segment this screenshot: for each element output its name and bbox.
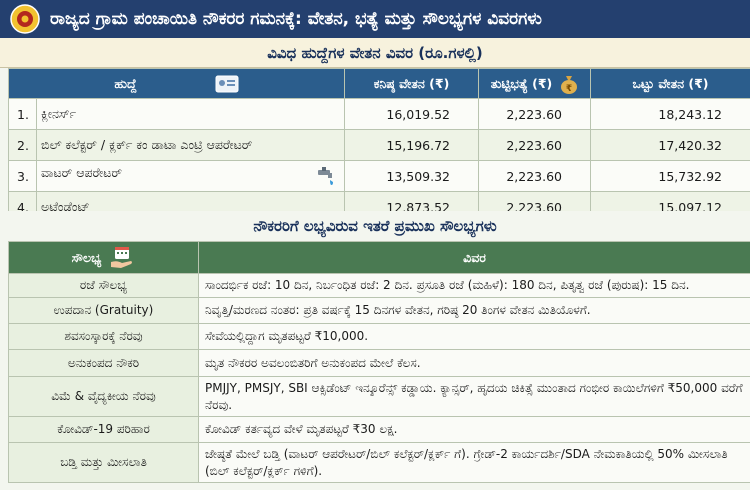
post-name: ವಾಟರ್ ಆಪರೇಟರ್	[41, 165, 123, 180]
benefit-name: ಉಪದಾನ (Gratuity)	[8, 297, 199, 324]
benefit-detail: PMJJY, PMSJY, SBI ಆಕ್ಸಿಡೆಂಟ್ ಇನ್ಶೂರೆನ್ಸ್…	[198, 376, 750, 417]
table-row: ವಿಮೆ & ವೈದ್ಯಕೀಯ ನೆರವು PMJJY, PMSJY, SBI …	[8, 376, 750, 417]
page-title: ರಾಜ್ಯದ ಗ್ರಾಮ ಪಂಚಾಯಿತಿ ನೌಕರರ ಗಮನಕ್ಕೆ: ವೇತ…	[50, 9, 542, 29]
min-salary-value: 15,196.72	[344, 129, 480, 161]
row-number: 3.	[8, 160, 37, 192]
benefit-name: ಬಡ್ತಿ ಮತ್ತು ಮೀಸಲಾತಿ	[8, 442, 199, 483]
svg-text:₹: ₹	[566, 84, 572, 94]
table-row: ಉಪದಾನ (Gratuity) ನಿವೃತ್ತಿ/ಮರಣದ ನಂತರ: ಪ್ರ…	[8, 297, 750, 324]
post-name: ಕ್ಲೀನರ್ಸ್	[35, 98, 346, 130]
benefit-name: ವಿಮೆ & ವೈದ್ಯಕೀಯ ನೆರವು	[8, 376, 199, 417]
id-card-icon	[215, 74, 239, 94]
table-row: ಬಡ್ತಿ ಮತ್ತು ಮೀಸಲಾತಿ ಜೇಷ್ಠತೆ ಮೇಲೆ ಬಡ್ತಿ (…	[8, 442, 750, 483]
row-number: 2.	[8, 129, 37, 161]
post-name-cell: ವಾಟರ್ ಆಪರೇಟರ್	[35, 160, 346, 192]
post-column-label: ಹುದ್ದೆ	[114, 75, 137, 91]
benefit-name: ಕೋವಿಡ್-19 ಪರಿಹಾರ	[8, 416, 199, 443]
page-header: ರಾಜ್ಯದ ಗ್ರಾಮ ಪಂಚಾಯಿತಿ ನೌಕರರ ಗಮನಕ್ಕೆ: ವೇತ…	[0, 0, 750, 38]
da-column-label: ತುಟ್ಟಿಭತ್ಯೆ (₹)	[490, 75, 553, 91]
da-value: 2,223.60	[478, 98, 592, 130]
min-salary-value: 13,509.32	[344, 160, 480, 192]
total-salary-value: 15,732.92	[590, 160, 750, 192]
table-row: ಅನುಕಂಪದ ನೌಕರಿ ಮೃತ ನೌಕರರ ಅವಲಂಬಿತರಿಗೆ ಅನುಕ…	[8, 349, 750, 377]
benefit-detail: ಮೃತ ನೌಕರರ ಅವಲಂಬಿತರಿಗೆ ಅನುಕಂಪದ ಮೇಲೆ ಕೆಲಸ.	[198, 349, 750, 377]
total-salary-column-header: ಒಟ್ಟು ವೇತನ (₹)	[590, 68, 750, 99]
water-tap-icon	[316, 165, 338, 187]
benefit-name: ಅನುಕಂಪದ ನೌಕರಿ	[8, 349, 199, 377]
detail-column-header: ವಿವರ	[198, 241, 750, 274]
benefit-column-label: ಸೌಲಭ್ಯ	[71, 249, 102, 265]
benefit-detail: ಸಾಂದರ್ಭಿಕ ರಜೆ: 10 ದಿನ, ನಿರ್ಬಂಧಿತ ರಜೆ: 2 …	[198, 273, 750, 298]
salary-header-row: ಹುದ್ದೆ ಕನಿಷ್ಠ ವೇತನ (₹) ತುಟ್ಟಿಭತ್ಯೆ (₹) ₹…	[7, 68, 750, 99]
benefit-detail: ಸೇವೆಯಲ್ಲಿದ್ದಾಗ ಮೃತಪಟ್ಟರೆ ₹10,000.	[198, 323, 750, 350]
salary-table: ಹುದ್ದೆ ಕನಿಷ್ಠ ವೇತನ (₹) ತುಟ್ಟಿಭತ್ಯೆ (₹) ₹…	[7, 68, 750, 223]
table-row: 3. ವಾಟರ್ ಆಪರೇಟರ್ 13,509.32 2,223.60 15,7…	[8, 160, 750, 192]
benefits-table: ಸೌಲಭ್ಯ ವಿವರ ರಜೆ ಸೌಲಭ್ಯ ಸಾಂದರ್ಭಿಕ ರಜೆ: 10…	[8, 241, 750, 483]
da-value: 2,223.60	[478, 160, 592, 192]
benefit-detail: ಕೋವಿಡ್ ಕರ್ತವ್ಯದ ವೇಳೆ ಮೃತಪಟ್ಟರೆ ₹30 ಲಕ್ಷ.	[198, 416, 750, 443]
da-value: 2,223.60	[478, 129, 592, 161]
benefit-name: ಶವಸಂಸ್ಕಾರಕ್ಕೆ ನೆರವು	[8, 323, 199, 350]
post-column-header: ಹುದ್ದೆ	[7, 68, 346, 99]
state-emblem-icon	[6, 0, 44, 38]
da-column-header: ತುಟ್ಟಿಭತ್ಯೆ (₹) ₹	[478, 68, 592, 99]
calendar-hand-icon	[109, 246, 135, 270]
min-salary-column-header: ಕನಿಷ್ಠ ವೇತನ (₹)	[344, 68, 480, 99]
table-row: 1. ಕ್ಲೀನರ್ಸ್ 16,019.52 2,223.60 18,243.1…	[8, 98, 750, 130]
benefit-column-header: ಸೌಲಭ್ಯ	[8, 241, 199, 274]
total-salary-value: 17,420.32	[590, 129, 750, 161]
table-row: ಶವಸಂಸ್ಕಾರಕ್ಕೆ ನೆರವು ಸೇವೆಯಲ್ಲಿದ್ದಾಗ ಮೃತಪಟ…	[8, 323, 750, 350]
benefits-section-title: ನೌಕರರಿಗೆ ಲಭ್ಯವಿರುವ ಇತರೆ ಪ್ರಮುಖ ಸೌಲಭ್ಯಗಳು	[0, 211, 750, 241]
min-salary-value: 16,019.52	[344, 98, 480, 130]
money-bag-icon: ₹	[560, 74, 578, 94]
table-row: ಕೋವಿಡ್-19 ಪರಿಹಾರ ಕೋವಿಡ್ ಕರ್ತವ್ಯದ ವೇಳೆ ಮೃ…	[8, 416, 750, 443]
post-name: ಬಿಲ್ ಕಲೆಕ್ಟರ್ / ಕ್ಲರ್ಕ್ ಕಂ ಡಾಟಾ ಎಂಟ್ರಿ ಆ…	[35, 129, 346, 161]
benefit-detail: ನಿವೃತ್ತಿ/ಮರಣದ ನಂತರ: ಪ್ರತಿ ವರ್ಷಕ್ಕೆ 15 ದಿ…	[198, 297, 750, 324]
row-number: 1.	[8, 98, 37, 130]
benefit-name: ರಜೆ ಸೌಲಭ್ಯ	[8, 273, 199, 298]
benefits-header-row: ಸೌಲಭ್ಯ ವಿವರ	[8, 241, 750, 274]
salary-section-title: ವಿವಿಧ ಹುದ್ದೆಗಳ ವೇತನ ವಿವರ (ರೂ.ಗಳಲ್ಲಿ)	[0, 38, 750, 68]
table-row: ರಜೆ ಸೌಲಭ್ಯ ಸಾಂದರ್ಭಿಕ ರಜೆ: 10 ದಿನ, ನಿರ್ಬಂ…	[8, 273, 750, 298]
total-salary-value: 18,243.12	[590, 98, 750, 130]
benefit-detail: ಜೇಷ್ಠತೆ ಮೇಲೆ ಬಡ್ತಿ (ವಾಟರ್ ಆಪರೇಟರ್/ಬಿಲ್ ಕ…	[198, 442, 750, 483]
table-row: 2. ಬಿಲ್ ಕಲೆಕ್ಟರ್ / ಕ್ಲರ್ಕ್ ಕಂ ಡಾಟಾ ಎಂಟ್ರ…	[8, 129, 750, 161]
